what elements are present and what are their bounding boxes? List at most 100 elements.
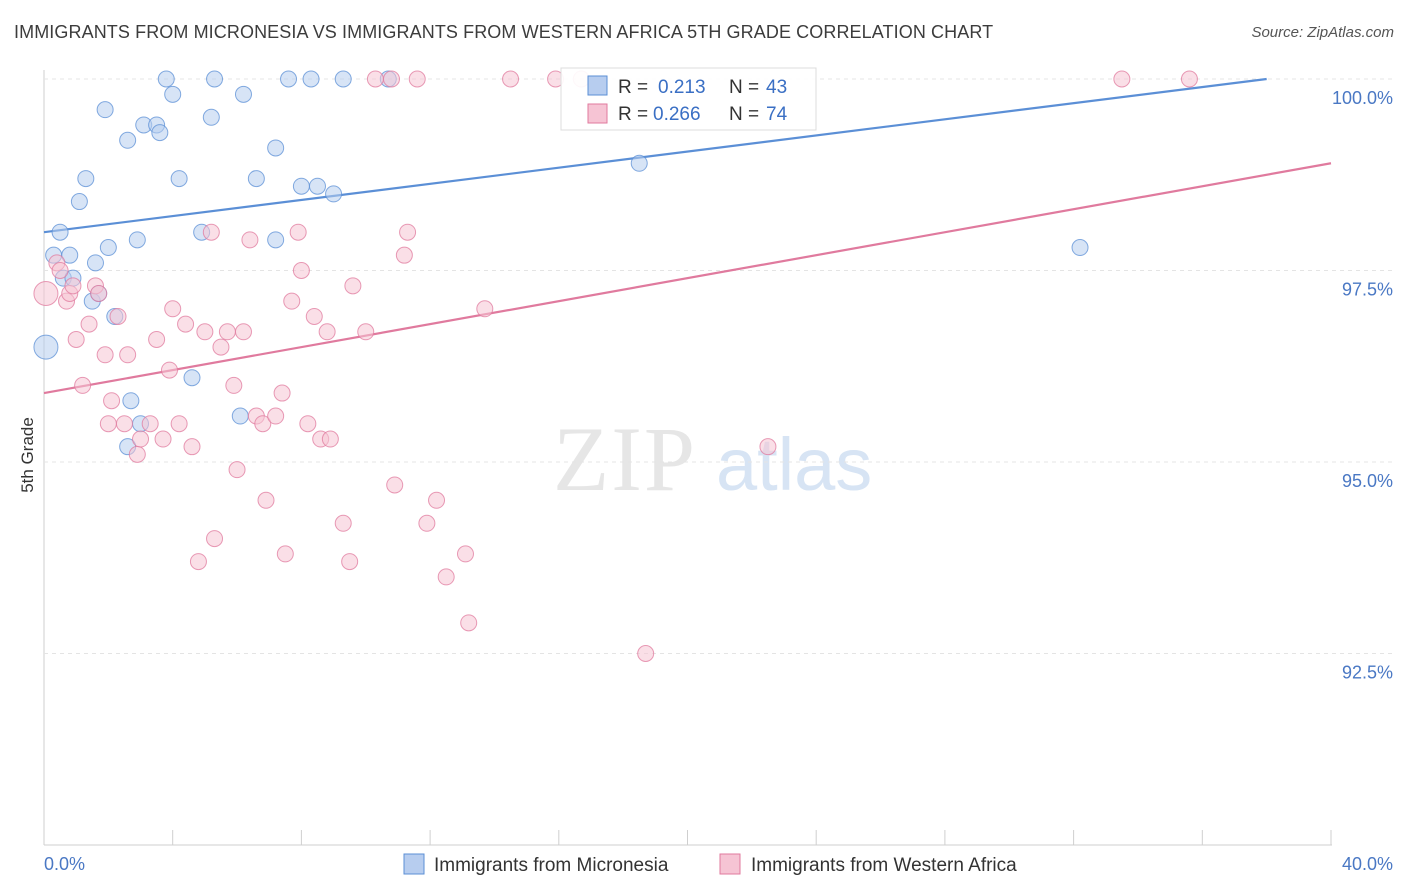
point-western-africa: [206, 530, 224, 548]
point-western-africa: [148, 330, 166, 348]
trend-line-micronesia: [43, 77, 1267, 234]
point-western-africa: [357, 323, 375, 341]
point-western-africa: [154, 430, 172, 448]
point-western-africa: [318, 323, 336, 341]
point-western-africa: [1180, 70, 1198, 88]
point-micronesia: [267, 231, 285, 249]
point-western-africa: [321, 430, 339, 448]
point-micronesia: [206, 70, 224, 88]
point-western-africa: [502, 70, 520, 88]
point-western-africa: [160, 361, 178, 379]
point-western-africa: [299, 415, 317, 433]
x-tick-label-max: 40.0%: [1342, 854, 1393, 874]
y-tick-label: 100.0%: [1332, 88, 1393, 108]
point-micronesia: [86, 254, 104, 272]
point-western-africa: [103, 392, 121, 410]
legend-r-value-2: 0.266: [653, 104, 701, 125]
x-tick-label-min: 0.0%: [44, 854, 85, 874]
point-micronesia: [61, 246, 79, 264]
point-western-africa: [273, 384, 291, 402]
point-western-africa: [1113, 70, 1131, 88]
point-western-africa: [344, 277, 362, 295]
point-micronesia: [70, 193, 88, 211]
point-micronesia: [302, 70, 320, 88]
point-micronesia: [51, 223, 69, 241]
point-western-africa: [341, 553, 359, 571]
point-western-africa: [234, 323, 252, 341]
point-western-africa: [218, 323, 236, 341]
point-western-africa: [212, 338, 230, 356]
watermark-zip: ZIP: [553, 408, 697, 510]
bottom-legend-label-western-africa: Immigrants from Western Africa: [751, 855, 1017, 876]
point-micronesia: [280, 70, 298, 88]
point-western-africa: [366, 70, 384, 88]
point-western-africa: [276, 545, 294, 563]
point-western-africa: [399, 223, 417, 241]
point-western-africa: [408, 70, 426, 88]
point-western-africa: [202, 223, 220, 241]
point-western-africa: [170, 415, 188, 433]
point-western-africa: [96, 346, 114, 364]
point-micronesia: [292, 177, 310, 195]
point-western-africa: [476, 300, 494, 318]
point-micronesia: [308, 177, 326, 195]
point-western-africa: [51, 262, 69, 279]
point-western-africa: [183, 438, 201, 456]
point-western-africa: [164, 300, 182, 318]
legend-r-label-1: R =: [618, 77, 648, 98]
legend-n-label-1: N =: [729, 77, 759, 98]
legend-n-value-2: 74: [766, 104, 788, 125]
point-western-africa: [115, 415, 133, 433]
y-axis-label: 5th Grade: [18, 417, 37, 493]
point-western-africa: [109, 307, 127, 325]
point-western-africa: [395, 246, 413, 264]
point-western-africa: [80, 315, 98, 333]
point-western-africa: [225, 376, 243, 394]
point-micronesia: [164, 85, 182, 103]
point-western-africa: [382, 70, 400, 88]
point-western-africa: [196, 323, 214, 341]
bottom-legend-label-micronesia: Immigrants from Micronesia: [434, 855, 669, 876]
bottom-legend-swatch-western-africa: [719, 853, 741, 875]
point-micronesia: [128, 231, 146, 249]
point-micronesia: [77, 170, 95, 188]
point-micronesia: [1071, 239, 1089, 257]
point-micronesia: [334, 70, 352, 88]
bottom-legend: Immigrants from Micronesia Immigrants fr…: [403, 853, 1017, 876]
point-micronesia: [234, 85, 252, 103]
chart-title: IMMIGRANTS FROM MICRONESIA VS IMMIGRANTS…: [14, 22, 994, 42]
point-micronesia: [267, 139, 285, 157]
source-label: Source: ZipAtlas.com: [1251, 24, 1394, 41]
point-micronesia: [33, 334, 59, 360]
point-micronesia: [96, 101, 114, 119]
point-micronesia: [157, 70, 175, 88]
legend-r-value-1: 0.213: [658, 77, 706, 98]
y-tick-label: 97.5%: [1342, 280, 1393, 300]
legend-n-label-2: N =: [729, 104, 759, 125]
point-micronesia: [202, 108, 220, 126]
point-western-africa: [267, 407, 285, 425]
point-western-africa: [74, 376, 92, 394]
point-western-africa: [90, 284, 108, 302]
point-micronesia: [183, 369, 201, 387]
point-western-africa: [428, 491, 446, 509]
point-western-africa: [141, 415, 159, 433]
point-western-africa: [189, 553, 207, 571]
y-tick-label: 92.5%: [1342, 663, 1393, 683]
point-micronesia: [325, 185, 343, 203]
point-western-africa: [177, 315, 195, 333]
point-micronesia: [170, 170, 188, 188]
point-western-africa: [759, 438, 777, 456]
scatter-points: [33, 70, 1198, 662]
point-western-africa: [334, 514, 352, 532]
point-western-africa: [99, 415, 117, 433]
point-western-africa: [128, 445, 146, 463]
point-western-africa: [305, 307, 323, 325]
point-western-africa: [460, 614, 478, 632]
point-western-africa: [456, 545, 474, 563]
point-western-africa: [418, 514, 436, 532]
point-western-africa: [289, 223, 307, 241]
point-western-africa: [67, 330, 85, 348]
point-western-africa: [637, 645, 655, 662]
point-western-africa: [33, 280, 59, 306]
